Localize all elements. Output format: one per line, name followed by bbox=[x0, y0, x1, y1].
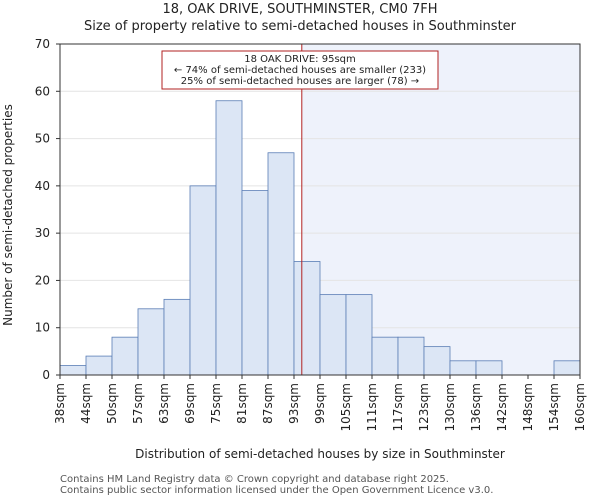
annotation-line-1: 18 OAK DRIVE: 95sqm bbox=[244, 54, 356, 65]
x-tick-label: 136sqm bbox=[469, 383, 483, 431]
y-axis-label: Number of semi-detached properties bbox=[1, 104, 15, 326]
y-tick-label: 50 bbox=[35, 132, 50, 146]
y-tick-label: 30 bbox=[35, 226, 50, 240]
histogram-bar bbox=[371, 336, 399, 376]
x-tick-label: 148sqm bbox=[521, 383, 535, 431]
histogram-bar bbox=[345, 294, 373, 376]
x-tick-label: 111sqm bbox=[365, 383, 379, 431]
histogram-bar bbox=[423, 346, 451, 376]
x-axis-label: Distribution of semi-detached houses by … bbox=[135, 447, 505, 461]
chart-title: 18, OAK DRIVE, SOUTHMINSTER, CM0 7FH bbox=[162, 2, 438, 17]
histogram-bar bbox=[449, 360, 477, 376]
histogram-bar bbox=[553, 360, 581, 376]
annotation-box: 18 OAK DRIVE: 95sqm ← 74% of semi-detach… bbox=[161, 50, 439, 90]
x-tick-label: 105sqm bbox=[339, 383, 353, 431]
histogram-bar bbox=[397, 336, 425, 376]
footer-line-2: Contains public sector information licen… bbox=[60, 485, 494, 496]
histogram-bar bbox=[475, 360, 503, 376]
x-tick-label: 142sqm bbox=[495, 383, 509, 431]
annotation-line-2: ← 74% of semi-detached houses are smalle… bbox=[174, 65, 426, 76]
histogram-bar bbox=[267, 152, 295, 376]
chart-subtitle: Size of property relative to semi-detach… bbox=[83, 19, 517, 34]
y-tick-label: 20 bbox=[35, 273, 50, 287]
x-tick-label: 38sqm bbox=[53, 383, 67, 424]
x-tick-label: 93sqm bbox=[287, 383, 301, 424]
histogram-bar bbox=[215, 100, 243, 376]
annotation-line-3: 25% of semi-detached houses are larger (… bbox=[181, 76, 419, 87]
x-tick-label: 57sqm bbox=[131, 383, 145, 424]
histogram-bar bbox=[59, 365, 87, 376]
histogram-bar bbox=[293, 261, 321, 376]
histogram-bar bbox=[241, 190, 269, 376]
y-tick-label: 40 bbox=[35, 179, 50, 193]
x-tick-label: 117sqm bbox=[391, 383, 405, 431]
y-tick-label: 70 bbox=[35, 37, 50, 51]
x-tick-label: 160sqm bbox=[573, 383, 587, 431]
footer-line-1: Contains HM Land Registry data © Crown c… bbox=[60, 474, 449, 485]
histogram-bar bbox=[111, 336, 139, 376]
x-tick-label: 44sqm bbox=[79, 383, 93, 424]
x-tick-label: 154sqm bbox=[547, 383, 561, 431]
histogram-bar bbox=[85, 355, 113, 376]
x-tick-label: 87sqm bbox=[261, 383, 275, 424]
x-tick-label: 99sqm bbox=[313, 383, 327, 424]
x-tick-label: 130sqm bbox=[443, 383, 457, 431]
histogram-bar bbox=[189, 185, 217, 376]
histogram-bar bbox=[137, 308, 165, 376]
y-tick-label: 60 bbox=[35, 84, 50, 98]
x-tick-label: 123sqm bbox=[417, 383, 431, 431]
histogram-bar bbox=[163, 298, 191, 376]
x-tick-label: 50sqm bbox=[105, 383, 119, 424]
x-tick-label: 63sqm bbox=[157, 383, 171, 424]
x-tick-label: 69sqm bbox=[183, 383, 197, 424]
y-tick-label: 10 bbox=[35, 321, 50, 335]
x-tick-label: 81sqm bbox=[235, 383, 249, 424]
x-tick-label: 75sqm bbox=[209, 383, 223, 424]
y-tick-label: 0 bbox=[42, 368, 50, 382]
histogram-bar bbox=[319, 294, 347, 376]
